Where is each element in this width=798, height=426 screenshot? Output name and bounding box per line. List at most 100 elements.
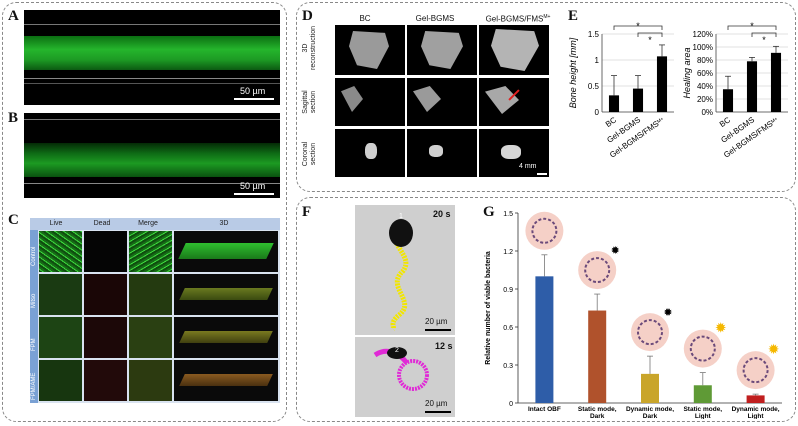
panel-f-top-trajectory: [389, 219, 413, 331]
e-right-ytick-6: 120%: [693, 30, 713, 39]
panel-c-col-live: Live: [49, 220, 63, 227]
panel-c-tile-control-live: [39, 231, 82, 272]
panel-c-col-dead: Dead: [93, 220, 111, 227]
panel-b-label: B: [8, 110, 19, 126]
panel-d-row-sagittal: Sagittal section: [302, 90, 317, 114]
panel-d-gel-bgms-fms-coronal: 4 mm: [479, 129, 549, 177]
panel-c-row-fpm: FPM: [31, 338, 37, 351]
e-right-ylabel: Healing area: [682, 47, 692, 98]
panel-d-row-3d: 3D reconstruction: [302, 26, 317, 70]
g-illustration-1: [578, 251, 617, 290]
panel-d-col-gel-bgms: Gel-BGMS: [415, 14, 455, 23]
e-right-ytick-5: 100%: [693, 43, 713, 52]
e-left-xtick-0: BC: [604, 115, 618, 129]
e-left-ytick-1: 0.5: [588, 82, 600, 91]
e-right-bar-1: [746, 61, 758, 112]
g-illustration-fibers-4: [742, 357, 769, 384]
panel-f-bottom-trajectory: [373, 347, 429, 391]
panel-e-label: E: [568, 8, 579, 24]
g-bar-3: [693, 385, 712, 403]
panel-b-scale-bar: [234, 193, 274, 195]
panel-f-top-image: 1 20 s 20 µm: [355, 205, 455, 335]
panel-f-bottom-scale-bar: [425, 411, 451, 413]
panel-d-bc-coronal: [335, 129, 405, 177]
panel-c-row-fpm-ame: FPM/AME: [31, 372, 37, 400]
e-left-ytick-3: 1.5: [588, 30, 600, 39]
panel-c-tile-fpm-ame-3d: [174, 360, 278, 401]
g-bar-2: [641, 373, 659, 403]
panel-d-scale-bar: [537, 173, 547, 175]
panel-c-tile-fpm-3d: [174, 317, 278, 358]
g-bar-0: [535, 276, 554, 403]
g-ytick-1: 0.3: [503, 363, 513, 370]
panel-c-tile-mitso-live: [39, 274, 82, 315]
panel-g-label: G: [483, 204, 495, 220]
panel-f-top-scale-label: 20 µm: [425, 317, 448, 326]
e-left-bar-0: [608, 95, 620, 112]
g-illustration-fibers-0: [531, 217, 558, 244]
panel-d-gel-bgms-fms-3d: [479, 25, 549, 75]
panel-d-scale-label: 4 mm: [519, 163, 537, 170]
panel-d-col-bc: BC: [359, 14, 371, 23]
panel-a-label: A: [8, 8, 19, 24]
panel-c-tile-fpm-ame-merge: [129, 360, 172, 401]
e-right-sig-label-1: *: [762, 35, 766, 45]
panel-f-top-marker: 1: [399, 213, 403, 220]
g-dark-sun-icon-2: ✹: [663, 307, 672, 319]
panel-d-gel-bgms-3d: [407, 25, 477, 75]
panel-c-tile-control-merge: [129, 231, 172, 272]
g-xtick-2: Dynamic mode, Dark: [626, 406, 674, 419]
panel-c-row-control: Control: [31, 246, 37, 266]
e-left-sig-bracket-0: [613, 25, 663, 30]
g-illustration-0: [525, 211, 564, 250]
panel-f-bottom-image: 2 12 s 20 µm: [355, 337, 455, 417]
g-ytick-5: 1.5: [503, 211, 513, 218]
e-left-sig-label-1: *: [648, 35, 652, 45]
g-ytick-0: 0: [509, 401, 513, 408]
e-left-ytick-0: 0: [595, 108, 600, 117]
e-right-sig-bracket-0: [727, 25, 777, 30]
e-left-bar-1: [632, 88, 644, 112]
g-illustration-fibers-3: [689, 335, 716, 362]
g-illustration-3: [683, 329, 722, 368]
g-ytick-4: 1.2: [503, 249, 513, 256]
g-ylabel: Relative number of viable bacteria: [485, 251, 492, 365]
g-light-sun-icon-4: ✹: [768, 341, 780, 357]
panel-c-col-merge: Merge: [138, 220, 158, 227]
e-right-ytick-4: 80%: [697, 56, 713, 65]
panel-c-tile-mitso-dead: [84, 274, 127, 315]
panel-f-bottom-marker: 2: [395, 347, 399, 354]
panel-d-col-gel-bgms-fms: Gel-BGMS/FMSM+: [485, 14, 551, 24]
panel-d-row-coronal: Coronal section: [302, 141, 317, 167]
panel-d-bc-sagittal: [335, 78, 405, 126]
g-illustration-2: [631, 313, 669, 352]
panel-c-tile-mitso-merge: [129, 274, 172, 315]
e-right-ytick-1: 20%: [697, 95, 713, 104]
e-right-sig-bracket-1: [751, 32, 777, 37]
g-bar-1: [588, 310, 607, 403]
g-illustration-fibers-2: [637, 319, 663, 346]
panel-d-gel-bgms-fms-sagittal: [479, 78, 549, 126]
e-right-xtick-0: BC: [718, 115, 732, 129]
g-bar-4: [746, 395, 765, 403]
g-dark-sun-icon-1: ✹: [611, 245, 620, 257]
panel-c-tile-fpm-live: [39, 317, 82, 358]
g-ytick-3: 0.9: [503, 287, 513, 294]
e-right-bar-2: [770, 52, 782, 112]
panel-f-bottom-scale-label: 20 µm: [425, 399, 448, 408]
g-illustration-4: [736, 351, 775, 390]
e-right-bar-0: [722, 89, 734, 112]
panel-d-label: D: [302, 8, 313, 24]
panel-f-top-time: 20 s: [433, 209, 451, 219]
g-ytick-2: 0.6: [503, 325, 513, 332]
panel-c-tile-fpm-merge: [129, 317, 172, 358]
g-light-sun-icon-3: ✹: [715, 320, 727, 336]
panel-b-fluorescence-image: 50 µm: [24, 113, 280, 198]
panel-c-col-3d: 3D: [219, 220, 229, 227]
panel-b-scale-label: 50 µm: [240, 181, 266, 191]
g-xtick-1: Static mode, Dark: [578, 406, 617, 419]
panel-d-gel-bgms-sagittal: [407, 78, 477, 126]
e-right-ytick-3: 60%: [697, 69, 713, 78]
panel-group-de: [296, 2, 796, 192]
panel-a-scale-bar: [234, 98, 274, 100]
